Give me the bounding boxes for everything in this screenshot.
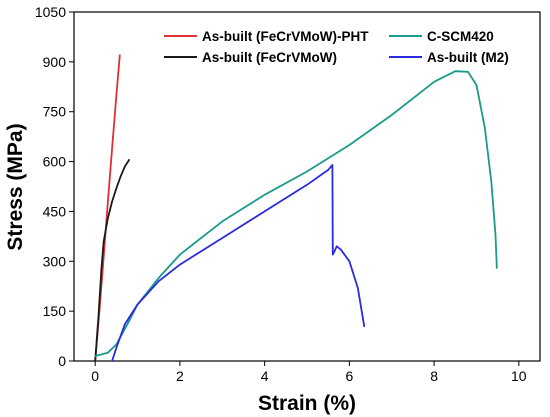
legend-label: As-built (M2) (427, 50, 509, 65)
legend-label: C-SCM420 (427, 29, 494, 44)
x-axis: 0 2 4 6 8 10 (91, 361, 527, 384)
series-layer (94, 54, 498, 362)
legend: As-built (FeCrVMoW)-PHT As-built (FeCrVMo… (164, 29, 509, 65)
legend-label: As-built (FeCrVMoW)-PHT (202, 29, 369, 44)
x-tick-label: 10 (511, 368, 527, 384)
y-tick-label: 1050 (35, 4, 66, 20)
y-tick-label: 600 (43, 154, 67, 170)
x-axis-title: Strain (%) (258, 392, 356, 415)
x-tick-label: 4 (261, 368, 269, 384)
y-axis: 0 150 300 450 600 750 900 1050 (35, 4, 74, 369)
y-tick-label: 900 (43, 54, 67, 70)
legend-label: As-built (FeCrVMoW) (202, 50, 337, 65)
x-tick-label: 6 (345, 368, 353, 384)
y-tick-label: 750 (43, 104, 67, 120)
y-tick-label: 450 (43, 203, 67, 219)
y-axis-title: Stress (MPa) (4, 123, 27, 250)
y-tick-label: 0 (58, 353, 66, 369)
plot-frame (73, 11, 541, 362)
y-tick-label: 300 (43, 253, 67, 269)
series-line (111, 163, 366, 362)
x-tick-label: 8 (430, 368, 438, 384)
x-tick-label: 2 (176, 368, 184, 384)
series-line (94, 70, 498, 357)
series-line (94, 158, 131, 362)
x-tick-label: 0 (91, 368, 99, 384)
y-tick-label: 150 (43, 303, 67, 319)
